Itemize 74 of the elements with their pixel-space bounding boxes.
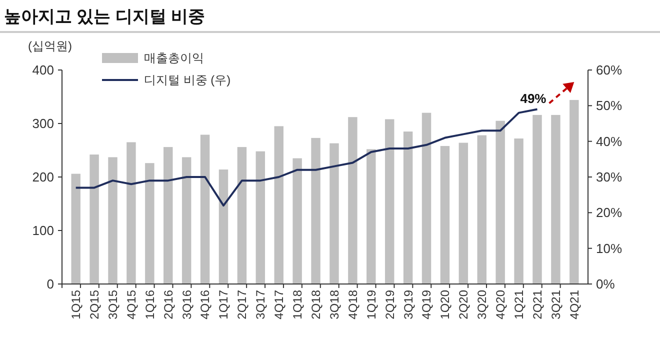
bar <box>164 147 173 284</box>
x-tick-label: 1Q21 <box>512 290 526 320</box>
y-tick-label: 100 <box>32 223 54 238</box>
bar <box>218 170 228 284</box>
x-tick-label: 1Q17 <box>216 290 231 320</box>
x-tick-label: 4Q15 <box>124 290 138 320</box>
x-tick-label: 2Q21 <box>530 290 544 320</box>
x-tick-label: 1Q16 <box>142 290 157 320</box>
x-tick-label: 4Q21 <box>567 290 582 320</box>
legend-label: 매출총이익 <box>144 51 204 66</box>
y2-tick-label: 40% <box>596 134 622 149</box>
x-tick-label: 4Q20 <box>494 290 508 320</box>
x-tick-label: 4Q18 <box>346 290 360 320</box>
bar <box>348 117 358 284</box>
line-series <box>74 108 538 207</box>
y2-tick-label: 20% <box>596 205 622 220</box>
bar <box>274 126 284 284</box>
bar <box>90 154 99 284</box>
y2-tick-label: 10% <box>596 240 622 256</box>
x-tick-label: 3Q17 <box>254 290 268 320</box>
x-tick-label: 3Q20 <box>475 290 490 320</box>
bar <box>182 157 192 284</box>
legend-label: 디지털 비중 (우) <box>144 73 231 88</box>
bar <box>71 174 80 284</box>
bar <box>108 157 118 284</box>
y2-tick-label: 0% <box>596 276 616 292</box>
x-tick-label: 3Q15 <box>106 290 120 320</box>
x-tick-label: 2Q15 <box>88 290 102 320</box>
bar <box>458 142 468 284</box>
y-tick-label: 0 <box>46 276 54 292</box>
x-tick-label: 1Q19 <box>364 290 378 320</box>
bar <box>514 138 524 284</box>
x-tick-label: 2Q16 <box>161 290 176 320</box>
x-tick-label: 4Q19 <box>420 290 434 320</box>
bar <box>330 143 339 284</box>
annotation: 49% <box>520 91 547 106</box>
bar <box>292 158 302 284</box>
bar <box>422 112 432 284</box>
bar <box>496 120 505 284</box>
y-tick-label: 400 <box>32 62 54 78</box>
bar <box>532 114 542 284</box>
x-tick-label: 4Q17 <box>272 290 286 320</box>
x-tick-label: 2Q20 <box>456 290 471 320</box>
bar <box>440 146 450 284</box>
y2-tick-label: 50% <box>596 98 622 114</box>
bar <box>551 114 560 284</box>
x-tick-label: 1Q20 <box>438 290 452 320</box>
x-tick-label: 4Q16 <box>198 290 212 320</box>
chart-title: 높아지고 있는 디지털 비중 <box>4 7 206 26</box>
y2-tick-label: 60% <box>596 62 622 78</box>
y2-tick-label: 30% <box>596 170 622 185</box>
bar <box>477 135 486 284</box>
x-tick-label: 1Q18 <box>290 290 305 320</box>
bar <box>145 163 154 284</box>
x-tick-label: 2Q17 <box>235 290 250 320</box>
y-axis-title: (십억원) <box>28 39 72 53</box>
bar <box>200 134 210 284</box>
bar <box>237 147 247 284</box>
x-tick-label: 3Q21 <box>548 290 563 320</box>
bar <box>384 119 394 284</box>
bar <box>256 151 266 284</box>
bar <box>126 142 136 284</box>
x-tick-label: 3Q18 <box>327 290 342 320</box>
x-tick-label: 1Q15 <box>69 290 84 320</box>
bar <box>366 149 376 284</box>
y-tick-label: 300 <box>32 116 54 132</box>
x-tick-label: 3Q19 <box>401 290 416 320</box>
bar <box>311 138 320 284</box>
y-tick-label: 200 <box>32 170 54 185</box>
x-tick-label: 2Q19 <box>382 290 397 320</box>
bar <box>403 132 413 284</box>
x-tick-label: 2Q18 <box>308 290 323 320</box>
x-tick-label: 3Q16 <box>180 290 194 320</box>
bar <box>570 100 579 284</box>
